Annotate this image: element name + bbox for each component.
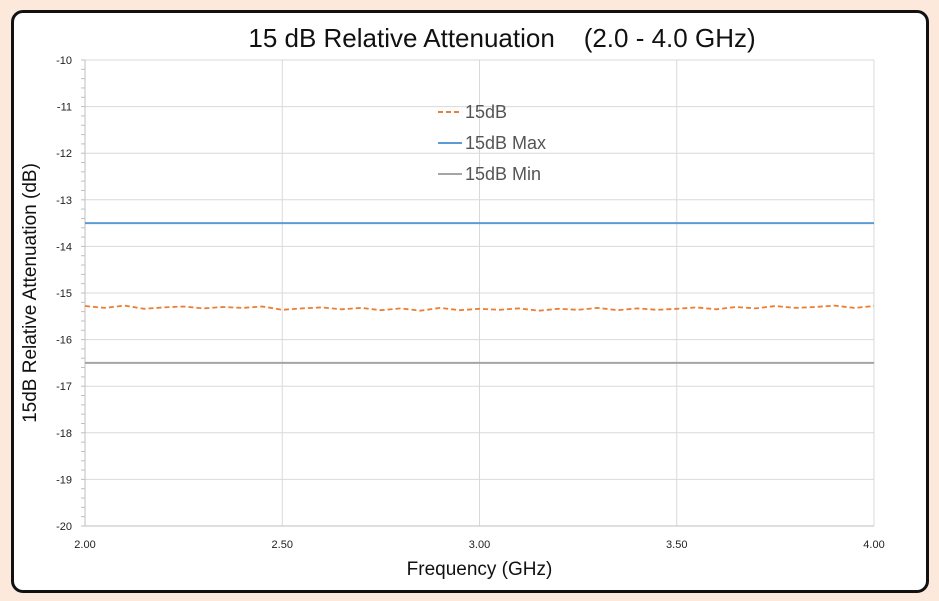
series-line-0 xyxy=(84,304,875,312)
y-tick-label: -18 xyxy=(56,428,72,440)
y-tick-label: -14 xyxy=(56,241,72,253)
y-tick-label: -15 xyxy=(56,288,72,300)
chart-title: 15 dB Relative Attenuation (2.0 - 4.0 GH… xyxy=(248,23,755,53)
gridlines xyxy=(84,59,875,527)
x-tick-label: 2.50 xyxy=(272,539,293,551)
y-tick-label: -16 xyxy=(56,335,72,347)
y-tick-label: -17 xyxy=(56,381,72,393)
legend-label: 15dB Max xyxy=(465,133,546,153)
x-tick-label: 3.50 xyxy=(666,539,687,551)
legend-label: 15dB Min xyxy=(465,164,541,184)
y-tick-label: -20 xyxy=(56,521,72,533)
y-tick-label: -19 xyxy=(56,474,72,486)
chart-frame xyxy=(11,10,929,593)
y-axis-title: 15dB Relative Attenuation (dB) xyxy=(20,163,41,423)
y-tick-label: -11 xyxy=(57,102,72,114)
y-tick-label: -13 xyxy=(56,195,72,207)
series-lines xyxy=(84,222,875,364)
legend-label: 15dB xyxy=(465,102,507,122)
y-tick-label: -10 xyxy=(56,55,72,67)
legend: 15dB 15dB Max 15dB Min xyxy=(438,102,546,184)
y-tick-label: -12 xyxy=(56,148,72,160)
x-tick-label: 2.00 xyxy=(74,539,95,551)
x-axis-title: Frequency (GHz) xyxy=(407,559,553,580)
x-tick-label: 4.00 xyxy=(863,539,884,551)
x-tick-label: 3.00 xyxy=(469,539,490,551)
axes: -10 -11 -12 -13 -14 -15 -16 -17 -18 -19 -202.00 2.5… xyxy=(56,55,885,551)
